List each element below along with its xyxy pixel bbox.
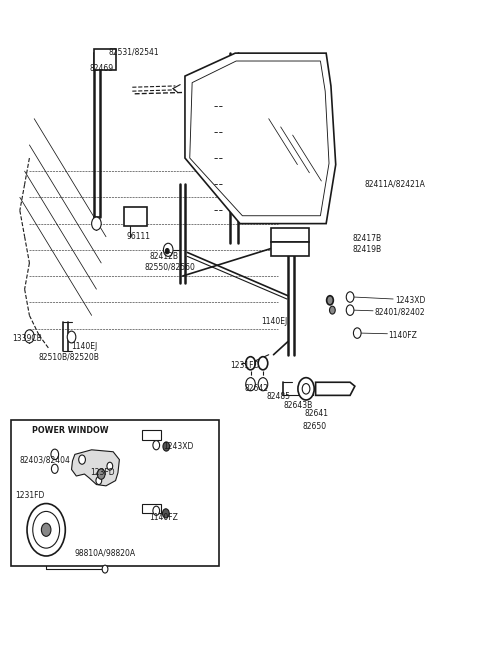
Circle shape bbox=[353, 328, 361, 338]
Circle shape bbox=[107, 463, 113, 470]
Text: 1140EJ: 1140EJ bbox=[262, 317, 288, 327]
Text: 1231FD: 1231FD bbox=[230, 361, 260, 371]
Circle shape bbox=[246, 378, 255, 391]
Circle shape bbox=[96, 477, 102, 484]
Bar bbox=[94, 49, 116, 70]
Text: 82419B: 82419B bbox=[352, 245, 382, 254]
Text: 82531/82541: 82531/82541 bbox=[108, 47, 159, 57]
Text: 82643B: 82643B bbox=[283, 401, 312, 410]
Circle shape bbox=[41, 523, 51, 536]
Text: 82401/82402: 82401/82402 bbox=[374, 307, 425, 317]
Circle shape bbox=[302, 384, 310, 394]
Circle shape bbox=[163, 243, 173, 256]
Circle shape bbox=[27, 503, 65, 556]
Bar bbox=[142, 430, 161, 440]
Text: 1243XD: 1243XD bbox=[163, 442, 194, 451]
Text: 82485: 82485 bbox=[266, 392, 290, 401]
Circle shape bbox=[246, 357, 255, 370]
Polygon shape bbox=[190, 61, 329, 215]
Text: 1243XD: 1243XD bbox=[396, 296, 426, 306]
Circle shape bbox=[346, 292, 354, 302]
Text: 82411A/82421A: 82411A/82421A bbox=[364, 180, 425, 189]
Circle shape bbox=[346, 305, 354, 315]
Text: 82417B: 82417B bbox=[352, 233, 382, 242]
Text: 82550/82560: 82550/82560 bbox=[144, 262, 195, 271]
Circle shape bbox=[33, 511, 60, 548]
Circle shape bbox=[51, 464, 58, 474]
Text: 82650: 82650 bbox=[302, 422, 326, 432]
Polygon shape bbox=[185, 53, 336, 223]
Text: 1231FD: 1231FD bbox=[15, 491, 45, 500]
Text: 1140EJ: 1140EJ bbox=[72, 342, 98, 351]
Bar bbox=[142, 503, 161, 513]
Circle shape bbox=[67, 331, 76, 343]
Circle shape bbox=[92, 217, 101, 230]
Circle shape bbox=[258, 357, 268, 370]
Circle shape bbox=[24, 330, 34, 343]
Text: 82641: 82641 bbox=[305, 409, 329, 419]
Text: 82642: 82642 bbox=[245, 384, 269, 394]
Bar bbox=[124, 207, 147, 225]
Text: 1140FZ: 1140FZ bbox=[149, 513, 178, 522]
Circle shape bbox=[153, 506, 159, 515]
Text: POWER WINDOW: POWER WINDOW bbox=[32, 426, 108, 435]
Circle shape bbox=[329, 306, 335, 314]
Circle shape bbox=[298, 378, 314, 400]
Text: 98810A/98820A: 98810A/98820A bbox=[75, 548, 136, 557]
Text: 1339CB: 1339CB bbox=[12, 334, 42, 344]
Polygon shape bbox=[72, 450, 120, 486]
Bar bbox=[11, 420, 219, 566]
Circle shape bbox=[165, 248, 169, 254]
Circle shape bbox=[162, 509, 169, 518]
Circle shape bbox=[153, 441, 159, 450]
Circle shape bbox=[102, 565, 108, 573]
Circle shape bbox=[51, 449, 59, 460]
Circle shape bbox=[97, 469, 105, 480]
Text: 96111: 96111 bbox=[126, 232, 150, 241]
Text: 123FD: 123FD bbox=[91, 468, 115, 477]
Text: 82412B: 82412B bbox=[149, 252, 178, 261]
Circle shape bbox=[163, 442, 169, 451]
Circle shape bbox=[258, 378, 268, 391]
Text: 1140FZ: 1140FZ bbox=[388, 330, 417, 340]
Circle shape bbox=[79, 455, 85, 464]
Circle shape bbox=[326, 296, 333, 305]
Bar bbox=[271, 227, 310, 242]
Polygon shape bbox=[316, 382, 355, 396]
Bar bbox=[271, 242, 310, 256]
Text: 82510B/82520B: 82510B/82520B bbox=[39, 352, 100, 361]
Text: 82403/82404: 82403/82404 bbox=[20, 455, 71, 464]
Text: 82469: 82469 bbox=[89, 64, 113, 74]
